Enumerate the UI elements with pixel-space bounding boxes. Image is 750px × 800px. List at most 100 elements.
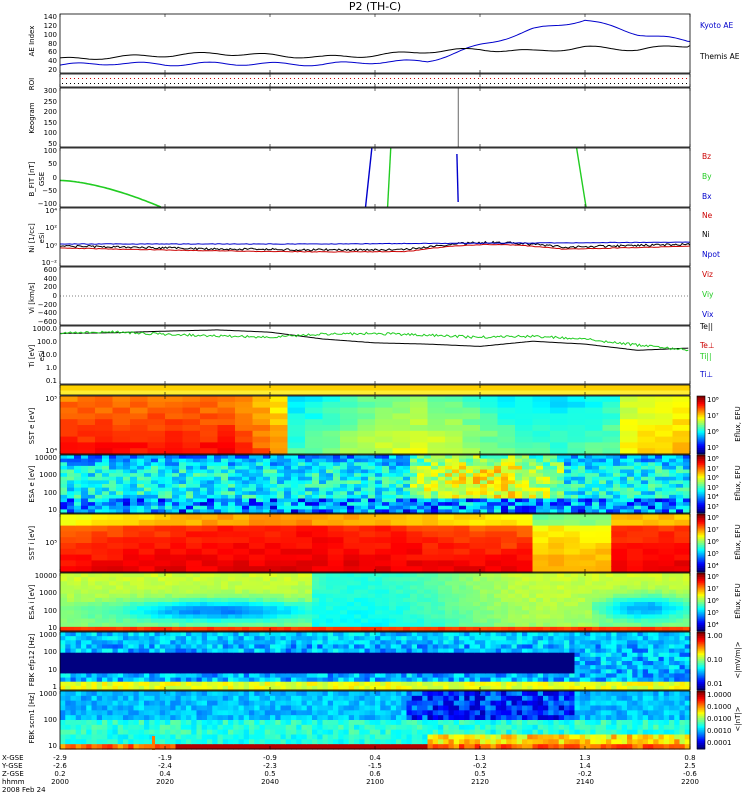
heatmap-cell xyxy=(200,419,219,426)
heatmap-cell xyxy=(473,573,481,578)
heatmap-cell xyxy=(452,473,460,478)
heatmap-cell xyxy=(175,685,182,691)
heatmap-cell xyxy=(494,610,502,616)
heatmap-cell xyxy=(501,498,509,503)
heatmap-cell xyxy=(536,597,544,603)
heatmap-cell xyxy=(515,396,534,403)
heatmap-cell xyxy=(235,476,243,481)
heatmap-cell xyxy=(275,673,282,679)
heatmap-cell xyxy=(233,673,240,679)
heatmap-cell xyxy=(305,494,313,500)
heatmap-cell xyxy=(319,589,327,595)
heatmap-cell xyxy=(301,661,308,666)
heatmap-cell xyxy=(312,606,320,611)
heatmap-cell xyxy=(501,531,518,538)
heatmap-cell xyxy=(182,419,201,426)
heatmap-cell xyxy=(252,401,271,409)
heatmap-cell xyxy=(193,622,201,628)
heatmap-cell xyxy=(424,491,432,496)
heatmap-cell xyxy=(77,396,96,403)
heatmap-cell xyxy=(270,473,278,478)
heatmap-cell xyxy=(165,396,184,403)
heatmap-cell xyxy=(326,469,334,474)
heatmap-cell xyxy=(81,610,89,616)
heatmap-cell xyxy=(501,505,509,510)
heatmap-cell xyxy=(343,543,360,550)
heatmap-cell xyxy=(501,602,509,607)
heatmap-cell xyxy=(396,597,404,603)
heatmap-cell xyxy=(91,685,98,691)
heatmap-cell xyxy=(60,396,79,403)
heatmap-cell xyxy=(389,491,397,496)
heatmap-cell xyxy=(333,648,339,654)
heatmap-cell xyxy=(340,480,348,485)
heatmap-cell xyxy=(368,581,376,587)
heatmap-cell xyxy=(217,396,236,403)
heatmap-cell xyxy=(67,614,75,620)
heatmap-cell xyxy=(96,648,103,654)
heatmap-cell xyxy=(536,505,544,510)
heatmap-cell xyxy=(606,473,614,478)
heatmap-cell xyxy=(585,436,604,443)
heatmap-cell xyxy=(144,677,150,683)
heatmap-cell xyxy=(154,685,161,691)
heatmap-cell xyxy=(284,465,292,471)
heatmap-cell xyxy=(305,407,324,414)
heatmap-cell xyxy=(620,610,628,616)
heatmap-cell xyxy=(214,602,222,607)
heatmap-cell xyxy=(270,425,289,432)
heatmap-cell xyxy=(256,465,264,471)
heatmap-cell xyxy=(466,505,474,510)
heatmap-cell xyxy=(242,480,250,485)
heatmap-cell xyxy=(317,648,324,654)
heatmap-cell xyxy=(606,597,614,603)
heatmap-cell xyxy=(445,425,464,432)
heatmap-cell xyxy=(60,519,77,527)
heatmap-cell xyxy=(662,593,670,599)
heatmap-cell xyxy=(354,458,362,463)
heatmap-cell xyxy=(564,458,572,463)
heatmap-cell xyxy=(102,505,110,510)
heatmap-cell xyxy=(144,610,152,616)
heatmap-cell xyxy=(672,430,691,438)
heatmap-cell xyxy=(592,614,600,620)
heatmap-cell xyxy=(296,640,303,646)
heatmap-cell xyxy=(564,644,570,650)
heatmap-cell xyxy=(578,581,586,587)
heatmap-cell xyxy=(390,566,408,573)
heatmap-cell xyxy=(287,407,306,414)
heatmap-cell xyxy=(112,430,131,438)
heatmap-cell xyxy=(611,681,618,687)
heatmap-cell xyxy=(270,465,278,471)
heatmap-cell xyxy=(249,665,255,670)
heatmap-cell xyxy=(536,469,544,474)
heatmap-cell xyxy=(312,537,329,544)
heatmap-cell xyxy=(287,401,306,409)
heatmap-cell xyxy=(116,491,124,496)
heatmap-cell xyxy=(683,473,691,478)
heatmap-cell xyxy=(95,498,103,503)
heatmap-cell xyxy=(536,577,544,582)
heatmap-cell xyxy=(585,677,591,683)
heatmap-cell xyxy=(411,652,418,658)
heatmap-cell xyxy=(410,602,418,607)
heatmap-cell xyxy=(487,622,495,628)
heatmap-cell xyxy=(340,469,348,474)
heatmap-cell xyxy=(543,661,549,666)
heatmap-cell xyxy=(683,476,691,481)
heatmap-cell xyxy=(306,681,313,687)
heatmap-cell xyxy=(112,636,119,641)
heatmap-cell xyxy=(600,669,607,675)
heatmap-cell xyxy=(116,606,124,611)
heatmap-cell xyxy=(235,487,243,492)
heatmap-cell xyxy=(466,502,474,507)
heatmap-cell xyxy=(123,614,131,620)
heatmap-cell xyxy=(602,436,621,443)
heatmap-cell xyxy=(627,636,633,641)
heatmap-cell xyxy=(354,469,362,474)
heatmap-cell xyxy=(641,498,649,503)
heatmap-cell xyxy=(312,502,320,507)
heatmap-cell xyxy=(487,589,495,595)
heatmap-cell xyxy=(464,640,471,646)
heatmap-cell xyxy=(296,560,313,567)
